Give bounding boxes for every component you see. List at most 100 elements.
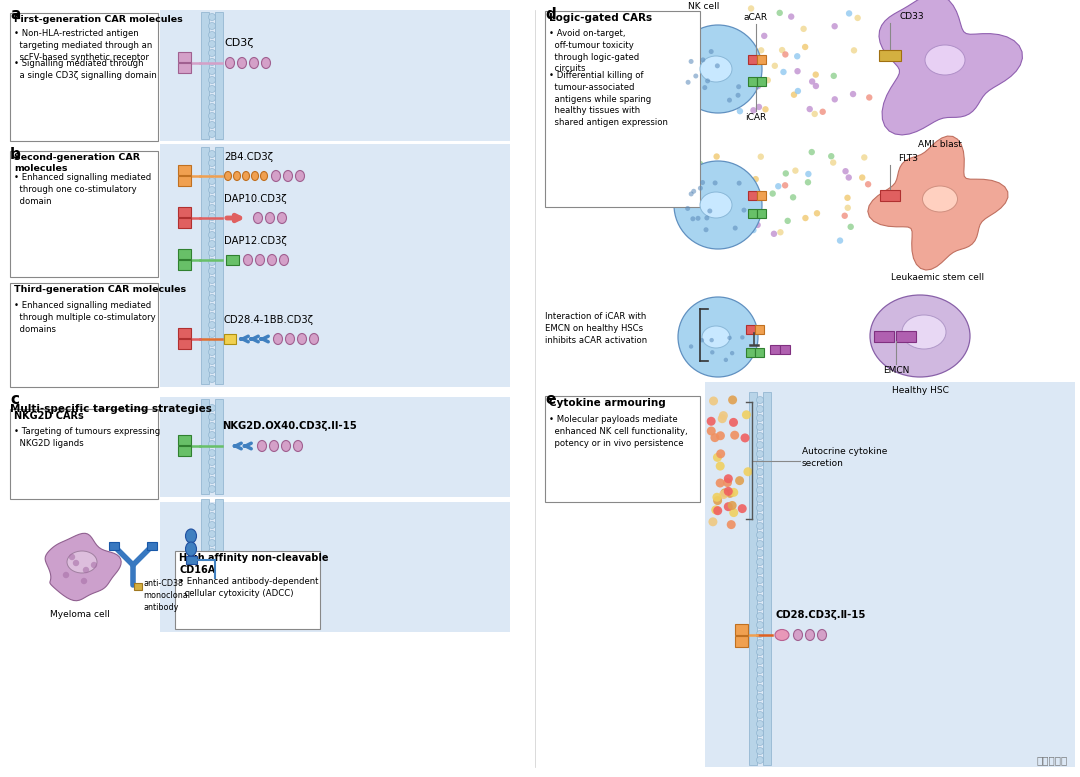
Circle shape <box>771 231 778 237</box>
Circle shape <box>756 667 764 674</box>
Text: Interaction of iCAR with
EMCN on healthy HSCs
inhibits aCAR activation: Interaction of iCAR with EMCN on healthy… <box>545 312 647 345</box>
Circle shape <box>756 496 764 503</box>
Circle shape <box>865 181 872 187</box>
Circle shape <box>723 51 729 57</box>
Circle shape <box>756 433 764 440</box>
Ellipse shape <box>310 333 319 344</box>
Circle shape <box>743 467 753 476</box>
Circle shape <box>716 431 725 441</box>
Circle shape <box>208 621 216 628</box>
Circle shape <box>685 206 690 211</box>
Circle shape <box>701 57 705 62</box>
Circle shape <box>713 453 721 462</box>
Circle shape <box>756 675 764 682</box>
Circle shape <box>698 186 703 190</box>
Circle shape <box>711 433 719 442</box>
Ellipse shape <box>186 542 197 556</box>
Bar <box>215 12 222 139</box>
Circle shape <box>861 155 867 161</box>
Bar <box>545 11 700 207</box>
Circle shape <box>208 204 216 211</box>
Circle shape <box>715 64 720 68</box>
Circle shape <box>765 77 771 83</box>
Text: NKG2D CARs: NKG2D CARs <box>14 411 84 421</box>
Ellipse shape <box>270 441 279 451</box>
Circle shape <box>706 416 716 426</box>
Circle shape <box>208 13 216 20</box>
Bar <box>160 10 510 141</box>
Circle shape <box>697 161 703 167</box>
Circle shape <box>756 757 764 764</box>
Ellipse shape <box>294 441 302 451</box>
Circle shape <box>208 486 216 493</box>
Circle shape <box>208 121 216 128</box>
Circle shape <box>745 68 752 74</box>
Bar <box>177 218 190 228</box>
Bar <box>147 542 157 550</box>
Circle shape <box>732 200 739 207</box>
Circle shape <box>711 350 715 354</box>
Circle shape <box>208 531 216 538</box>
Circle shape <box>208 558 216 565</box>
Circle shape <box>720 488 729 497</box>
Circle shape <box>208 285 216 292</box>
Bar <box>879 50 901 61</box>
Ellipse shape <box>700 192 732 218</box>
Circle shape <box>837 238 843 244</box>
Text: • Non-HLA-restricted antigen
  targeting mediated through an
  scFV-based synthe: • Non-HLA-restricted antigen targeting m… <box>14 29 152 61</box>
Text: Healthy HSC: Healthy HSC <box>892 386 948 395</box>
Circle shape <box>756 567 764 574</box>
Circle shape <box>710 338 714 343</box>
Circle shape <box>729 418 738 427</box>
Circle shape <box>208 32 216 39</box>
Circle shape <box>756 406 764 413</box>
Text: CD28.4-1BB.CD3ζ: CD28.4-1BB.CD3ζ <box>224 315 314 325</box>
Bar <box>177 328 190 338</box>
Circle shape <box>756 747 764 754</box>
Bar <box>160 397 510 497</box>
Circle shape <box>727 336 732 340</box>
Text: • Differential killing of
  tumour-associated
  antigens while sparing
  healthy: • Differential killing of tumour-associa… <box>549 71 667 127</box>
Circle shape <box>208 113 216 120</box>
Polygon shape <box>868 136 1008 270</box>
Circle shape <box>756 531 764 538</box>
Circle shape <box>809 78 815 85</box>
Circle shape <box>719 411 728 420</box>
Ellipse shape <box>252 172 258 180</box>
Circle shape <box>756 594 764 601</box>
Text: • Molecular payloads mediate
  enhanced NK cell functionality,
  potency or in v: • Molecular payloads mediate enhanced NK… <box>549 415 688 448</box>
Text: aCAR: aCAR <box>744 13 768 22</box>
Bar <box>747 54 756 64</box>
Text: Second-generation CAR
molecules: Second-generation CAR molecules <box>14 153 140 173</box>
Circle shape <box>691 189 697 193</box>
Polygon shape <box>879 0 1023 135</box>
Circle shape <box>208 50 216 57</box>
Circle shape <box>208 349 216 356</box>
Bar <box>177 446 190 456</box>
Ellipse shape <box>271 170 281 182</box>
Circle shape <box>208 503 216 510</box>
Ellipse shape <box>806 629 814 640</box>
Circle shape <box>813 83 819 89</box>
Circle shape <box>756 720 764 727</box>
Bar <box>755 347 764 357</box>
Ellipse shape <box>278 212 286 224</box>
Bar <box>177 176 190 186</box>
Bar <box>734 623 747 635</box>
Circle shape <box>782 182 788 189</box>
Circle shape <box>208 539 216 546</box>
Circle shape <box>730 351 734 355</box>
Circle shape <box>724 357 728 362</box>
Circle shape <box>809 149 815 155</box>
Circle shape <box>756 702 764 709</box>
Circle shape <box>208 450 216 457</box>
Circle shape <box>762 106 769 113</box>
Ellipse shape <box>280 255 288 266</box>
Circle shape <box>756 423 764 430</box>
Circle shape <box>778 229 784 235</box>
Text: • Enhanced antibody-dependent
  cellular cytoxicity (ADCC): • Enhanced antibody-dependent cellular c… <box>179 577 319 598</box>
Circle shape <box>802 215 809 221</box>
Ellipse shape <box>818 629 826 640</box>
Circle shape <box>738 504 746 513</box>
Bar <box>201 12 210 139</box>
